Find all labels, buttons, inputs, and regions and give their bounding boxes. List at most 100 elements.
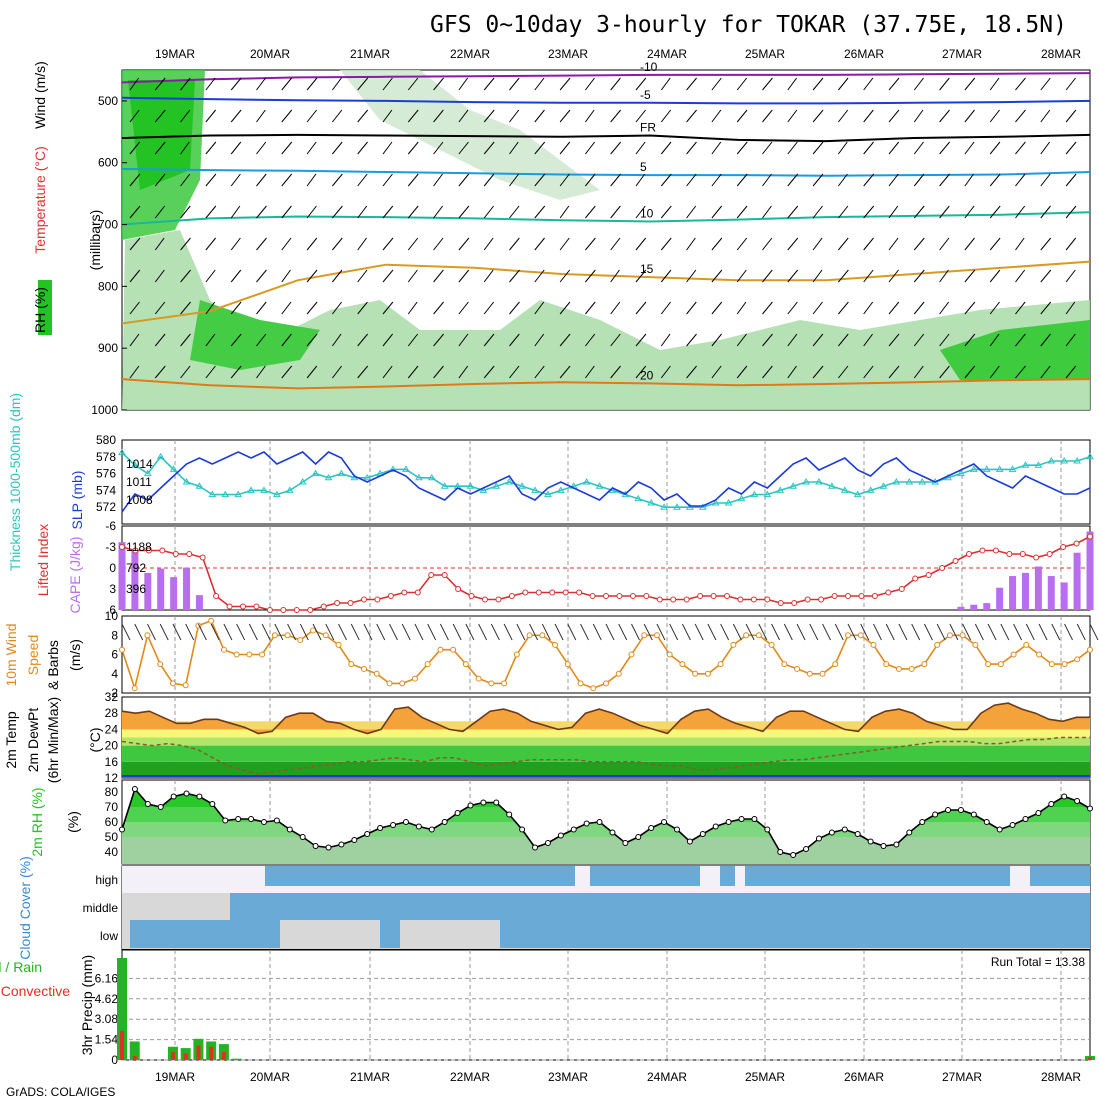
temp-ytick: 20 — [105, 739, 119, 753]
wind10-barb — [873, 623, 882, 641]
wind-speed-line-marker — [1048, 661, 1055, 668]
lifted-index-line-marker — [495, 596, 502, 603]
wind-ytick: 8 — [111, 628, 118, 642]
bottom-x-label: 22MAR — [450, 1070, 490, 1084]
wind-barb — [407, 333, 419, 347]
wind-speed-line-marker — [704, 670, 711, 677]
thickness-line-marker — [131, 461, 139, 468]
lifted-index-line-marker — [629, 593, 636, 599]
wind-barb — [762, 77, 773, 91]
lifted-index-line-marker — [912, 575, 919, 582]
rh-line-marker — [996, 826, 1003, 833]
wind-barb — [407, 269, 418, 283]
wind-barb — [736, 237, 748, 251]
wind-barb — [382, 205, 394, 219]
contour-label: FR — [640, 121, 656, 135]
thickness-line-marker — [995, 465, 1004, 472]
thickness-ytick: 576 — [96, 467, 116, 481]
cape-bar — [957, 606, 965, 610]
wind-barb — [787, 205, 799, 219]
wind10-barb — [987, 623, 997, 641]
wind-barb — [1015, 333, 1026, 347]
wind-barb — [888, 109, 900, 123]
temperature-contour — [121, 96, 1091, 105]
temp-band — [122, 729, 1090, 738]
wind-barb — [407, 365, 419, 379]
wind-speed-line-marker — [845, 632, 851, 639]
ua-ytick: 500 — [98, 94, 118, 108]
wind-barb — [837, 141, 848, 155]
wind-speed-line-marker — [271, 632, 278, 639]
wind-barb — [1040, 205, 1051, 219]
wind-barb — [458, 301, 469, 315]
wind-barb — [838, 269, 849, 283]
wind-barb — [332, 269, 343, 283]
wind-barb — [660, 365, 671, 379]
thickness-line-marker — [556, 486, 565, 493]
wind-barb — [939, 301, 950, 315]
wind-barb — [660, 269, 672, 283]
wind-barb — [256, 205, 267, 219]
wind-speed-line-marker — [590, 685, 597, 692]
wind-speed-line-marker — [972, 641, 979, 648]
wind10-barb — [885, 623, 895, 641]
wind-barb — [989, 365, 1000, 379]
rh-line-marker — [351, 837, 358, 843]
wind-barb — [382, 333, 394, 347]
lifted-index-line-marker — [482, 596, 488, 603]
lifted-index-line-marker — [334, 600, 341, 606]
wind10-barb — [223, 623, 233, 641]
wind-barb — [534, 333, 545, 347]
cloud-high — [590, 866, 700, 886]
lifted-index-line-marker — [791, 600, 798, 606]
lifted-index-line-marker — [387, 593, 394, 599]
wind-barb — [838, 173, 848, 187]
wind-speed-line-marker — [220, 646, 227, 653]
wind-barb — [762, 141, 773, 155]
wind-speed-line-marker — [641, 632, 648, 639]
wind10-barb — [1064, 623, 1073, 641]
wind-speed-line-marker — [895, 665, 902, 672]
lifted-index-line-marker — [818, 596, 825, 603]
wind-barb — [812, 269, 823, 283]
wind-barb — [711, 301, 723, 315]
wind-barb — [230, 141, 242, 155]
wind-barb — [332, 109, 343, 123]
rh-line-marker — [828, 829, 835, 836]
cape-bar — [118, 542, 126, 610]
rh-line-marker — [532, 844, 539, 851]
wind-barb — [787, 173, 799, 187]
rh-line-marker — [544, 840, 551, 846]
wind-speed-line-marker — [233, 651, 240, 658]
rh-line-marker — [893, 841, 900, 848]
wind-barb — [610, 333, 621, 347]
lifted-index-line-marker — [307, 607, 314, 613]
wind10-barb — [923, 623, 933, 641]
wind10-barb — [452, 623, 462, 641]
wind-barb — [863, 109, 874, 123]
wind-barb — [357, 141, 368, 155]
wind-barb — [306, 365, 318, 379]
panel-frame-pr — [121, 949, 1091, 1061]
wind10-barb — [605, 623, 615, 641]
wind10-barb — [274, 623, 284, 641]
wind-speed-line-marker — [870, 641, 877, 648]
lifted-index-line-marker — [683, 596, 690, 603]
thickness-ytick: 578 — [96, 450, 116, 464]
lifted-index-line-marker — [589, 593, 596, 599]
wind-barb — [989, 237, 1001, 251]
wind10-barb — [490, 623, 500, 641]
wind-speed-line-marker — [131, 685, 138, 692]
thickness-line-marker — [853, 490, 862, 498]
lifted-index-line-marker — [670, 596, 677, 603]
thickness-line-marker — [285, 486, 294, 493]
rh-line-marker — [364, 831, 371, 837]
wind-barb — [180, 333, 191, 347]
thickness-line-marker — [982, 465, 991, 472]
wind-barb — [332, 365, 343, 379]
wind-barb — [230, 269, 242, 283]
wind-barb — [559, 205, 570, 219]
wind-speed-line-marker — [386, 680, 393, 687]
lifted-index-line-marker — [724, 593, 730, 599]
wind-barb — [888, 173, 899, 187]
